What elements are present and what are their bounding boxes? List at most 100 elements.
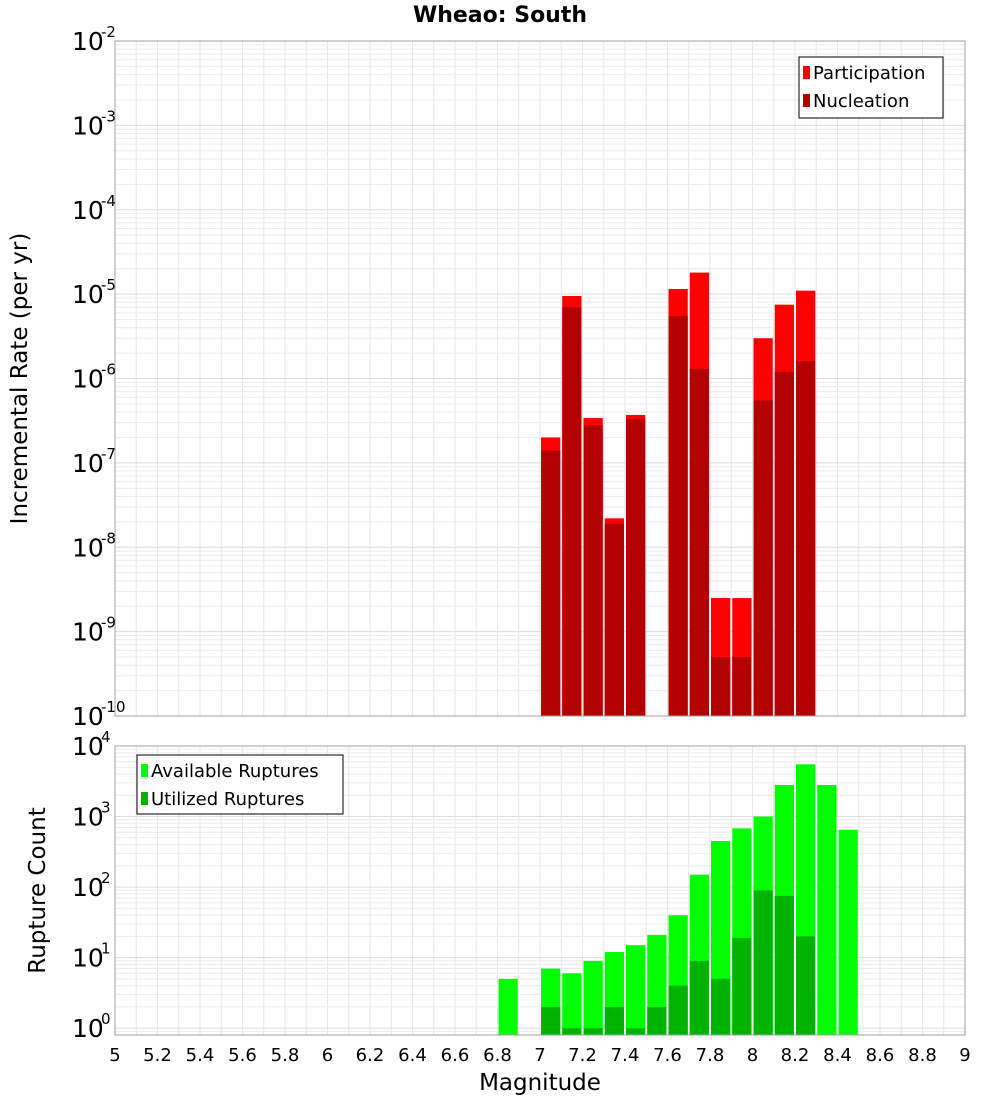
nucleation-bar [732,657,752,716]
y-tick-exponent: -3 [101,107,116,125]
legend-swatch-nucleation [803,94,810,107]
x-tick-label: 6.4 [398,1045,427,1066]
x-tick-label: 5.2 [143,1045,172,1066]
nucleation-bar [774,371,794,716]
utilized-ruptures-bar [753,890,773,1035]
nucleation-bar [626,419,646,716]
y-tick-label: 10 [72,618,104,647]
x-tick-label: 8 [747,1045,758,1066]
nucleation-bar [711,657,731,716]
x-tick-label: 8.2 [781,1045,810,1066]
y-tick-label: 10 [72,803,104,832]
legend-label-available-ruptures: Available Ruptures [151,761,319,782]
plot-border [114,40,966,717]
x-axis-label: Magnitude [479,1070,601,1096]
y-tick-exponent: -9 [101,614,116,632]
x-tick-label: 7.6 [653,1045,682,1066]
rate-plot: 10-1010-910-810-710-610-510-410-310-2Inc… [7,23,966,731]
nucleation-bar [753,400,773,716]
x-tick-label: 8.6 [866,1045,895,1066]
legend-swatch-available-ruptures [141,764,148,777]
available-ruptures-bar [583,960,603,1035]
nucleation-bar [689,368,709,716]
legend-swatch-participation [803,66,810,79]
x-tick-label: 6.6 [441,1045,470,1066]
available-ruptures-bar [498,978,518,1035]
y-tick-label: 10 [72,533,104,562]
utilized-ruptures-bar [626,1028,646,1035]
y-tick-exponent: -6 [101,361,116,379]
y-axis-label: Rupture Count [25,807,51,973]
x-tick-label: 5.6 [228,1045,257,1066]
nucleation-bar [604,523,624,716]
utilized-ruptures-bar [689,960,709,1035]
utilized-ruptures-bar [711,978,731,1035]
y-tick-label: 10 [72,365,104,394]
utilized-ruptures-bar [562,1028,582,1035]
y-tick-exponent: 4 [101,728,111,746]
x-tick-label: 5.8 [271,1045,300,1066]
x-tick-label: 6 [322,1045,333,1066]
y-tick-label: 10 [72,196,104,225]
x-tick-label: 6.8 [483,1045,512,1066]
x-tick-label: 7.8 [696,1045,725,1066]
nucleation-bar [583,425,603,716]
legend-label-utilized-ruptures: Utilized Ruptures [151,789,304,810]
x-tick-label: 6.2 [356,1045,385,1066]
y-tick-exponent: 1 [101,940,111,958]
legend-label-participation: Participation [813,63,925,84]
chart-title: Wheao: South [413,3,587,28]
y-tick-label: 10 [72,1014,104,1043]
nucleation-bar [562,307,582,716]
y-tick-exponent: -4 [101,192,116,210]
x-tick-label: 8.4 [823,1045,852,1066]
x-tick-label: 8.8 [908,1045,937,1066]
y-tick-label: 10 [72,732,104,761]
y-tick-label: 10 [72,873,104,902]
y-axis-label: Incremental Rate (per yr) [7,233,33,525]
y-tick-label: 10 [72,702,104,731]
legend-swatch-utilized-ruptures [141,792,148,805]
utilized-ruptures-bar [583,1028,603,1035]
available-ruptures-bar [626,945,646,1035]
x-tick-label: 5.4 [186,1045,215,1066]
y-tick-exponent: -8 [101,529,116,547]
utilized-ruptures-bar [774,895,794,1035]
legend-box [136,754,344,815]
y-tick-label: 10 [72,111,104,140]
nucleation-bar [541,450,561,716]
legend-label-nucleation: Nucleation [813,91,909,112]
nucleation-bar [668,316,688,716]
y-tick-exponent: -7 [101,445,116,463]
utilized-ruptures-bar [604,1006,624,1035]
utilized-ruptures-bar [668,985,688,1035]
y-tick-exponent: 3 [101,799,111,817]
available-ruptures-bar [817,784,837,1035]
available-ruptures-bar [562,973,582,1035]
y-tick-exponent: 0 [101,1010,111,1028]
y-tick-exponent: -2 [101,23,116,41]
nucleation-bar [796,361,816,716]
utilized-ruptures-bar [647,1006,667,1035]
x-tick-label: 7 [534,1045,545,1066]
x-tick-label: 7.4 [611,1045,640,1066]
y-tick-label: 10 [72,280,104,309]
utilized-ruptures-bar [732,937,752,1035]
y-tick-label: 10 [72,449,104,478]
legend-box [798,56,944,119]
plot-border [114,745,966,1036]
available-ruptures-bar [838,829,858,1035]
x-tick-label: 7.2 [568,1045,597,1066]
x-tick-label: 5 [109,1045,120,1066]
y-tick-exponent: -10 [101,698,126,716]
utilized-ruptures-bar [541,1006,561,1035]
x-axis: 5 5.2 5.4 5.6 5.8 6 6.2 6.4 6.6 6.8 7 7.2 7.4 7.6 7.8 8… [109,1045,970,1066]
x-tick-label: 9 [959,1045,970,1066]
y-tick-exponent: 2 [101,869,111,887]
y-tick-exponent: -5 [101,276,116,294]
utilized-ruptures-bar [796,936,816,1035]
y-tick-label: 10 [72,27,104,56]
y-tick-label: 10 [72,944,104,973]
